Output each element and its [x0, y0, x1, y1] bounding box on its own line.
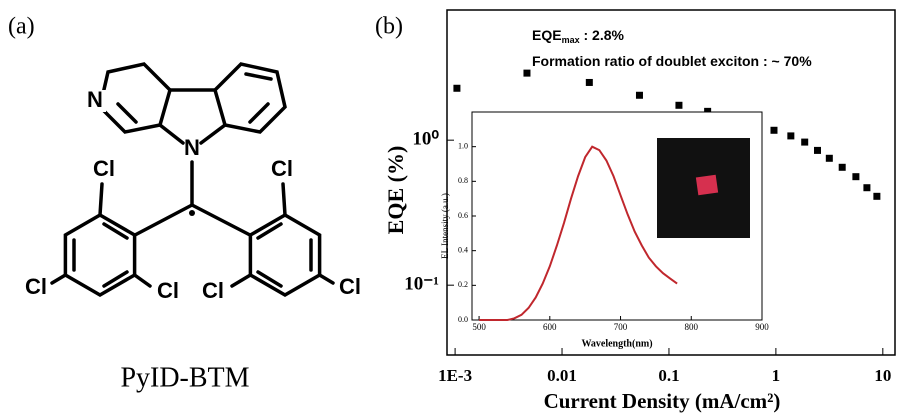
phenyl-ring [248, 212, 322, 298]
y-tick-label: 0.2 [458, 280, 468, 289]
compound-name: PyID-BTM [120, 362, 249, 393]
y-tick-label: 1.0 [458, 141, 468, 150]
annotation-part: Formation ratio of doublet exciton : ~ 7… [532, 53, 812, 69]
panel-label: (b) [375, 14, 403, 40]
point [523, 69, 531, 77]
bond [158, 123, 185, 145]
atom-label: Cl [157, 278, 179, 303]
x-axis-label: Current Density (mA/cm²) [544, 389, 781, 413]
bond [98, 182, 104, 217]
annotation: EQEmax : 2.8% [532, 27, 624, 46]
y-axis-label: EL Intensity (a.u.) [440, 193, 450, 259]
point [852, 173, 860, 181]
bond [116, 102, 138, 124]
x-axis-label: Wavelength(nm) [581, 338, 652, 349]
x-tick-label: 0.1 [658, 366, 679, 385]
atom-label: Cl [202, 278, 224, 303]
line [479, 145, 678, 321]
y-tick-label: 0.8 [458, 176, 468, 185]
x-tick-label: 500 [472, 322, 486, 332]
point [813, 146, 821, 154]
bond [50, 273, 68, 285]
point [787, 132, 795, 140]
atom-label: Cl [25, 274, 47, 299]
emission-spot [695, 174, 719, 196]
y-axis-label: EQE (%) [383, 146, 408, 235]
point [863, 184, 871, 192]
atom-label: Cl [93, 156, 115, 181]
atom-label: N [184, 135, 200, 160]
bond [244, 72, 273, 81]
bond [248, 102, 270, 124]
bond [256, 222, 283, 240]
bond [190, 203, 252, 237]
point [585, 78, 593, 86]
annotation: Formation ratio of doublet exciton : ~ 7… [532, 53, 812, 69]
molecule [50, 62, 335, 298]
x-tick-label: 900 [755, 322, 769, 332]
x-tick-label: 700 [614, 322, 628, 332]
x-tick-label: 0.01 [547, 366, 577, 385]
bond [133, 203, 194, 237]
panel-label: (a) [8, 14, 35, 40]
phenyl-ring [63, 212, 137, 298]
bond [132, 273, 152, 288]
bond [199, 123, 227, 145]
annotation-part: EQE [532, 27, 562, 43]
atom-label: Cl [339, 274, 361, 299]
bond [317, 273, 335, 285]
x-tick-label: 800 [685, 322, 699, 332]
annotation-part: : 2.8% [580, 27, 625, 43]
bond [281, 182, 287, 217]
y-tick-label: 0.6 [458, 211, 468, 220]
atom-label: Cl [271, 156, 293, 181]
point [873, 192, 881, 200]
y-tick-label: 0.0 [458, 315, 468, 324]
x-tick-label: 1E-3 [438, 366, 472, 385]
point [453, 84, 461, 92]
radical-dot [189, 210, 195, 216]
bond [230, 273, 253, 288]
point [704, 107, 712, 115]
atom-bg [84, 90, 106, 112]
atom-label: N [87, 87, 103, 112]
y-tick-label: 10⁰ [412, 129, 439, 150]
point [635, 91, 643, 99]
x-tick-label: 600 [543, 322, 557, 332]
bond [102, 270, 129, 288]
point [801, 138, 809, 146]
point [838, 163, 846, 171]
y-tick-label: 10⁻¹ [404, 274, 439, 295]
bond [256, 270, 283, 288]
x-tick-label: 10 [874, 366, 891, 385]
x-tick-label: 1 [772, 366, 781, 385]
y-tick-label: 0.4 [458, 245, 468, 254]
point [770, 126, 778, 134]
point [825, 154, 833, 162]
point [675, 101, 683, 109]
bond [102, 222, 129, 240]
annotation-part: max [562, 35, 580, 45]
